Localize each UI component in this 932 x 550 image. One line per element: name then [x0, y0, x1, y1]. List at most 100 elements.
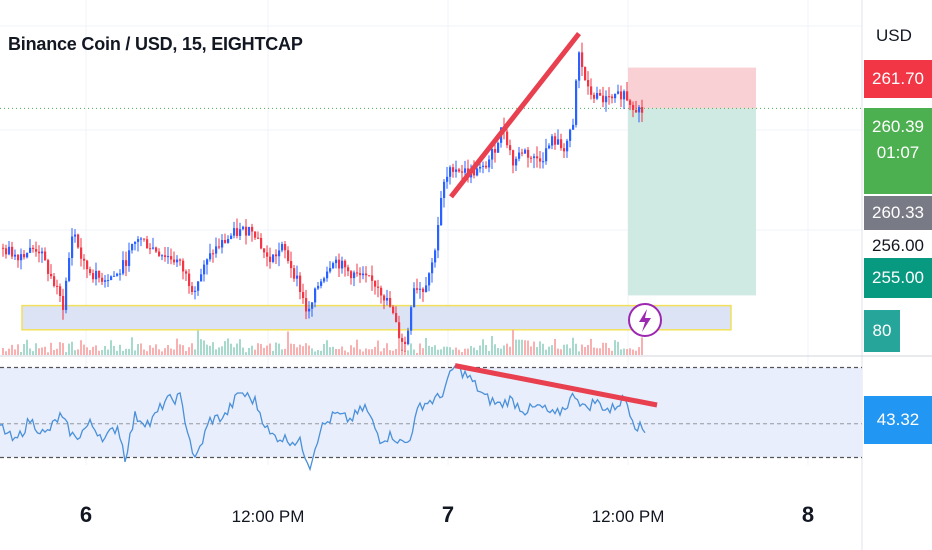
- volume-bar: [203, 340, 205, 355]
- volume-bar: [257, 343, 259, 355]
- candle-body: [56, 285, 59, 287]
- volume-bar: [284, 348, 286, 355]
- volume-bar: [542, 343, 544, 355]
- previous-close-value: 260.33: [872, 203, 924, 222]
- candle-body: [596, 92, 599, 99]
- candle-body: [101, 277, 104, 282]
- volume-bar: [209, 345, 211, 355]
- volume-bar: [407, 350, 409, 355]
- candle-body: [182, 260, 185, 272]
- volume-bar: [332, 346, 334, 355]
- candle-body: [188, 273, 191, 287]
- volume-bar: [95, 345, 97, 355]
- candle-body: [605, 96, 608, 103]
- volume-bar: [29, 348, 31, 355]
- volume-bar: [413, 349, 415, 355]
- candle-body: [146, 239, 149, 249]
- candle-body: [212, 253, 215, 255]
- x-axis-tick-label: 8: [802, 502, 814, 527]
- volume-bar: [248, 347, 250, 355]
- candle-body: [38, 251, 41, 254]
- candle-body: [587, 79, 590, 87]
- candle-body: [23, 254, 26, 258]
- candle-body: [434, 250, 437, 263]
- volume-bar: [563, 344, 565, 355]
- volume-bar: [560, 349, 562, 355]
- volume-bar: [134, 350, 136, 355]
- candle-body: [68, 258, 71, 281]
- volume-bar: [395, 348, 397, 355]
- candle-body: [539, 158, 542, 162]
- candle-body: [638, 107, 641, 113]
- volume-bar: [116, 350, 118, 355]
- volume-bar: [527, 340, 529, 355]
- candle-body: [122, 260, 125, 274]
- volume-bar: [467, 348, 469, 355]
- candle-body: [197, 281, 200, 291]
- candle-body: [365, 273, 368, 276]
- volume-bar: [611, 350, 613, 355]
- candle-body: [2, 247, 5, 249]
- candle-body: [233, 228, 236, 236]
- volume-bar: [260, 344, 262, 355]
- volume-bar: [182, 345, 184, 355]
- candle-body: [8, 246, 11, 255]
- candle-body: [53, 276, 56, 286]
- candle-body: [170, 256, 173, 260]
- volume-bar: [341, 346, 343, 355]
- candle-body: [35, 249, 38, 252]
- volume-bar: [353, 347, 355, 355]
- volume-bar: [206, 344, 208, 355]
- candle-body: [320, 281, 323, 286]
- candle-body: [557, 139, 560, 145]
- volume-bar: [638, 347, 640, 355]
- volume-bar: [68, 343, 70, 355]
- candle-body: [314, 288, 317, 303]
- volume-bar: [302, 346, 304, 355]
- volume-bar: [149, 345, 151, 355]
- volume-bar: [458, 349, 460, 355]
- volume-bar: [641, 337, 643, 355]
- candle-body: [443, 181, 446, 199]
- volume-bar: [401, 349, 403, 355]
- candle-body: [401, 338, 404, 342]
- candle-body: [479, 166, 482, 169]
- volume-bar: [356, 339, 358, 355]
- candle-body: [317, 285, 320, 289]
- volume-bar: [566, 344, 568, 355]
- volume-bar: [227, 338, 229, 355]
- volume-bar: [53, 349, 55, 355]
- volume-bar: [536, 347, 538, 355]
- candle-body: [203, 264, 206, 275]
- volume-bar: [47, 352, 49, 355]
- volume-bar: [230, 343, 232, 355]
- volume-bar: [320, 350, 322, 355]
- volume-bar: [239, 339, 241, 355]
- candle-body: [140, 238, 143, 240]
- candle-body: [530, 157, 533, 159]
- volume-bar: [482, 339, 484, 355]
- volume-bar: [80, 340, 82, 355]
- candle-body: [566, 140, 569, 152]
- volume-bar: [32, 351, 34, 355]
- volume-bar: [494, 344, 496, 355]
- x-axis-tick-label: 6: [80, 502, 92, 527]
- volume-bar: [368, 349, 370, 355]
- candle-body: [554, 136, 557, 145]
- volume-bar: [74, 350, 76, 355]
- candle-body: [29, 247, 32, 253]
- volume-bar: [500, 348, 502, 355]
- candle-body: [80, 247, 83, 259]
- candle-body: [323, 278, 326, 282]
- candle-body: [377, 286, 380, 288]
- volume-bar: [140, 343, 142, 355]
- candle-body: [533, 156, 536, 159]
- volume-bar: [380, 351, 382, 355]
- volume-bar: [635, 350, 637, 355]
- volume-bar: [329, 347, 331, 355]
- volume-bar: [524, 340, 526, 355]
- candle-body: [335, 259, 338, 264]
- candle-body: [368, 275, 371, 277]
- candle-body: [521, 152, 524, 154]
